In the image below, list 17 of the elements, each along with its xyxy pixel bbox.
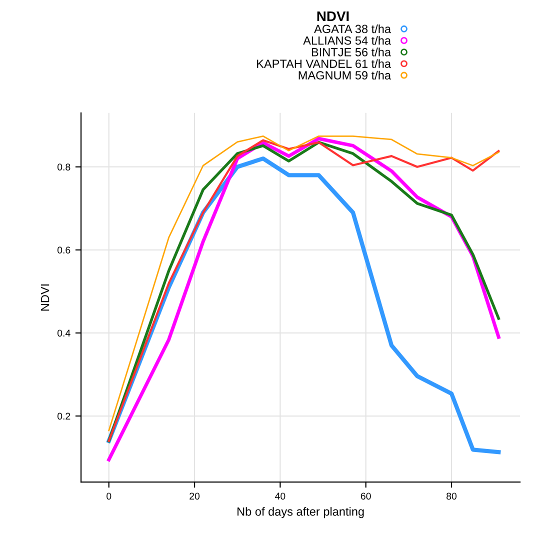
legend-label: KAPTAH VANDEL 61 t/ha [257,59,392,68]
legend-label: BINTJE 56 t/ha [312,48,392,56]
legend-label: AGATA 38 t/ha [314,24,392,34]
x-tick-label: 0 [106,492,112,500]
y-tick-label: 0.4 [57,330,70,337]
x-tick-label: 60 [360,492,371,500]
x-axis-title: Nb of days after planting [238,507,364,518]
y-tick-label: 0.2 [57,412,70,420]
legend-label: MAGNUM 59 t/ha [298,70,392,80]
x-tick-label: 20 [190,492,200,500]
x-tick-label: 40 [275,492,286,500]
y-axis-title: NDVI [40,284,50,311]
legend-title: NDVI [317,11,349,22]
x-tick-label: 80 [446,492,457,500]
y-tick-label: 0.6 [57,246,70,254]
y-tick-label: 0.8 [57,164,70,170]
legend-label: ALLIANS 54 t/ha [303,36,392,45]
